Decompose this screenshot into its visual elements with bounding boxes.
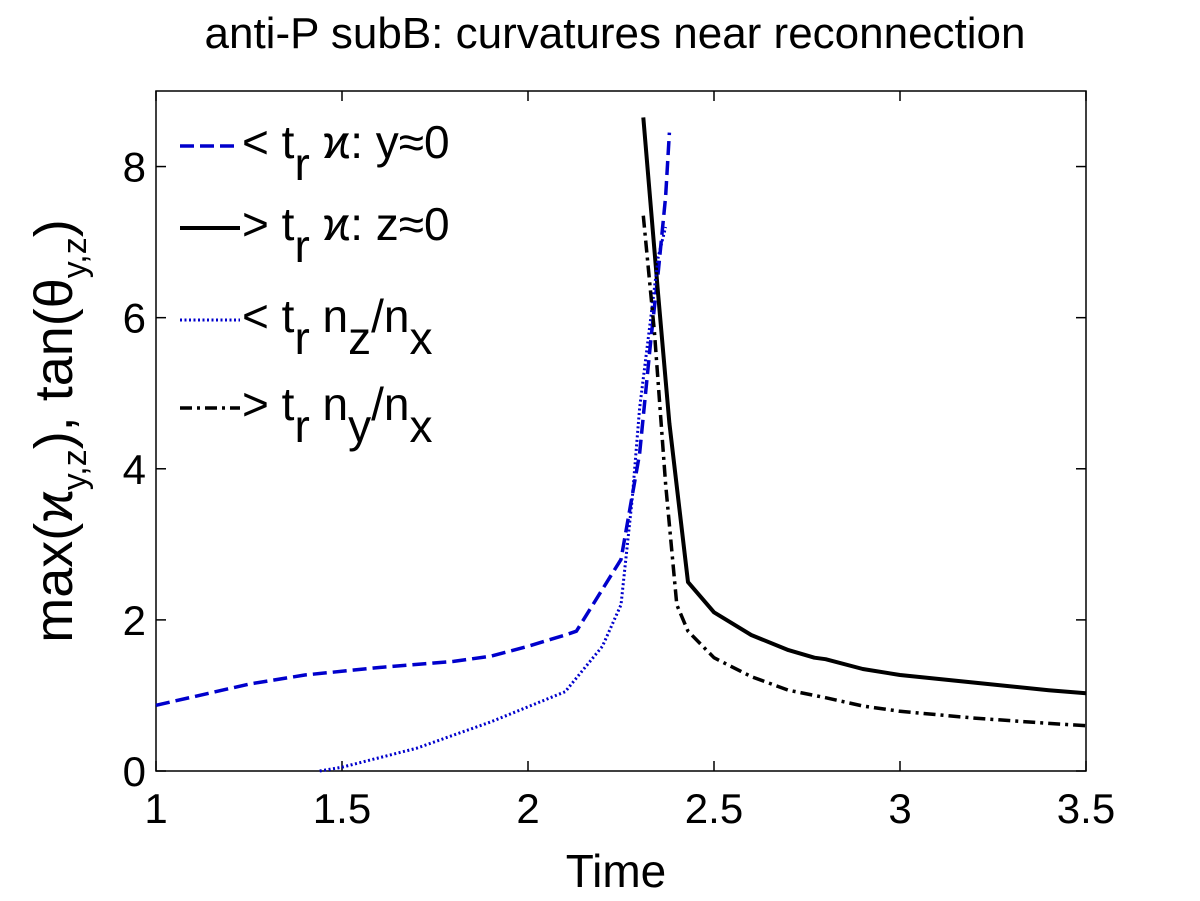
- x-axis: 1 1.5 2 2.5 3 3.5: [144, 91, 1115, 832]
- x-axis-label: Time: [566, 845, 667, 897]
- legend-label-kappa-y: < tr ϰ: y≈0: [242, 116, 450, 190]
- y-label-part: y,z: [56, 237, 94, 278]
- y-label-part: ): [24, 219, 84, 237]
- x-tick-label: 2.5: [685, 785, 743, 832]
- y-axis: 0 2 4 6 8: [123, 144, 1086, 795]
- y-tick-label: 2: [123, 597, 146, 644]
- chart-title: anti-P subB: curvatures near reconnectio…: [205, 9, 1026, 58]
- y-label-part: max(: [24, 523, 84, 643]
- legend: < tr ϰ: y≈0 > tr ϰ: z≈0 < tr nz/nx > tr ny/…: [180, 116, 450, 452]
- legend-label-ny-nx: > tr ny/nx: [242, 378, 433, 452]
- x-tick-label: 1: [144, 785, 167, 832]
- plot-frame: [155, 90, 1087, 772]
- x-tick-label: 1.5: [313, 785, 371, 832]
- y-label-part: θ: [24, 278, 84, 308]
- y-label-part: ), tan(: [24, 308, 84, 449]
- x-tick-label: 2: [516, 785, 539, 832]
- y-tick-label: 8: [123, 144, 146, 191]
- y-tick-label: 6: [123, 295, 146, 342]
- y-label-part: ϰ: [24, 490, 84, 522]
- y-tick-label: 4: [123, 446, 146, 493]
- series-line-ny-nx: [641, 215, 1087, 728]
- legend-label-kappa-z: > tr ϰ: z≈0: [242, 198, 450, 272]
- series-line-kappa-z: [641, 117, 1087, 696]
- x-tick-label: 3: [888, 785, 911, 832]
- y-axis-label: max(ϰy,z), tan(θy,z): [24, 219, 94, 642]
- series-lines: [155, 117, 1087, 773]
- y-label-part: y,z: [56, 449, 94, 490]
- x-tick-label: 3.5: [1057, 785, 1115, 832]
- y-tick-label: 0: [123, 748, 146, 795]
- legend-label-nz-nx: < tr nz/nx: [242, 290, 433, 364]
